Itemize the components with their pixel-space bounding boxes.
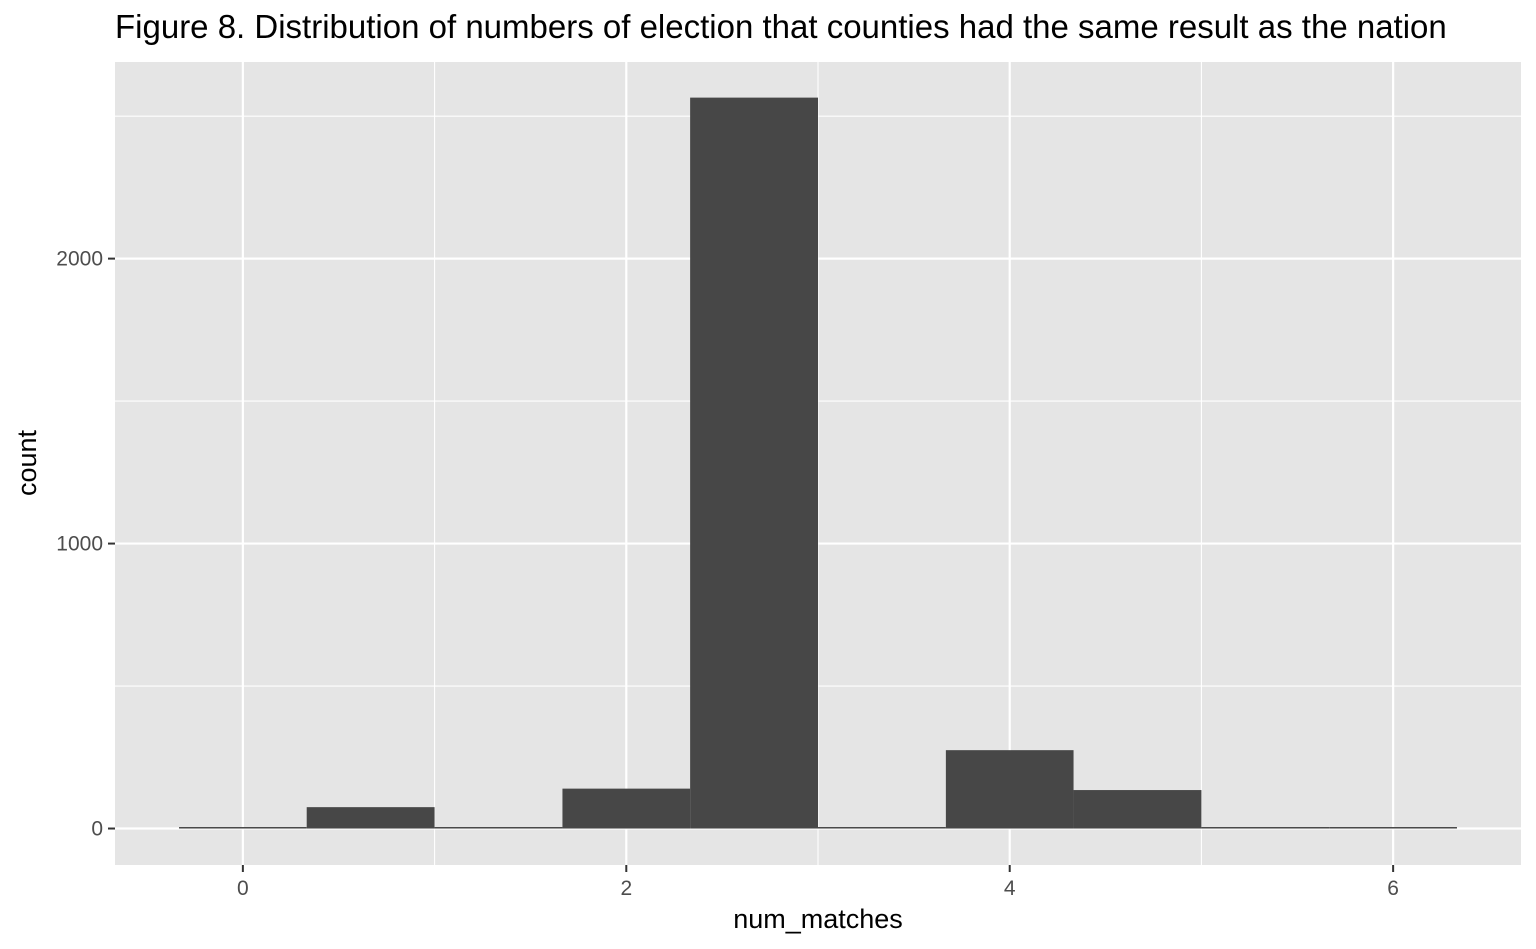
x-axis-title: num_matches (733, 904, 903, 934)
x-tick-label: 2 (620, 877, 632, 900)
histogram-bar (945, 750, 1074, 829)
x-tick-label: 4 (1004, 877, 1016, 900)
y-axis-title: count (12, 429, 42, 496)
histogram-bar (434, 827, 563, 829)
y-tick-label: 2000 (56, 248, 103, 271)
histogram-bar (179, 827, 307, 829)
y-tick-label: 1000 (56, 533, 103, 556)
histogram-bar (1073, 790, 1202, 829)
histogram-bar (818, 827, 946, 829)
histogram-bar (306, 807, 435, 829)
chart-title: Figure 8. Distribution of numbers of ele… (115, 8, 1447, 45)
histogram-bar (1329, 827, 1457, 829)
histogram-bar (562, 788, 691, 829)
histogram-bar (690, 97, 818, 829)
y-tick-label: 0 (91, 818, 103, 841)
histogram-bar (1201, 827, 1330, 829)
x-tick-label: 6 (1387, 877, 1399, 900)
x-tick-label: 0 (237, 877, 249, 900)
